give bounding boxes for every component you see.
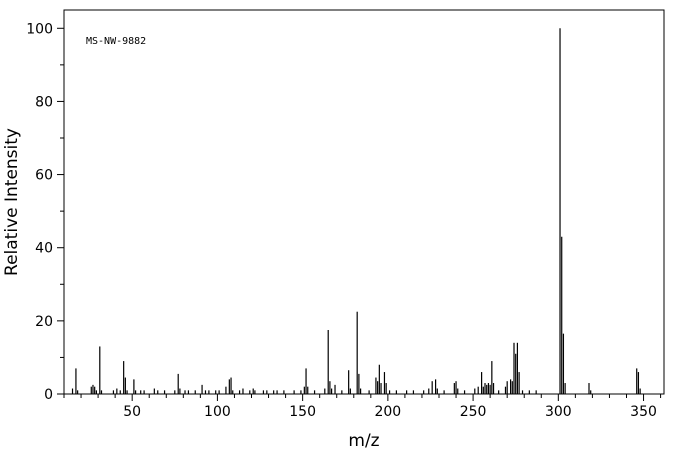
y-tick-label: 80	[35, 94, 53, 110]
x-tick-label: 50	[123, 404, 141, 420]
x-axis-title: m/z	[348, 431, 379, 451]
y-axis-ticks: 0 20 40 60 80 100	[26, 21, 64, 403]
spectrum-peaks	[71, 28, 641, 394]
spectrum-id-label: MS-NW-9882	[86, 36, 146, 47]
x-tick-label: 200	[374, 404, 401, 420]
x-tick-label: 150	[289, 404, 316, 420]
y-tick-label: 60	[35, 168, 53, 184]
plot-frame	[63, 9, 665, 395]
x-tick-label: 300	[545, 404, 572, 420]
y-tick-label: 0	[44, 387, 53, 403]
x-tick-label: 350	[630, 404, 657, 420]
x-tick-label: 250	[460, 404, 487, 420]
y-axis-title: Relative Intensity	[2, 128, 22, 276]
x-axis-ticks: 50 100 150 200 250 300 350	[63, 394, 662, 420]
y-tick-label: 20	[35, 314, 53, 330]
x-tick-label: 100	[204, 404, 231, 420]
y-tick-label: 40	[35, 241, 53, 257]
y-tick-label: 100	[26, 21, 53, 37]
